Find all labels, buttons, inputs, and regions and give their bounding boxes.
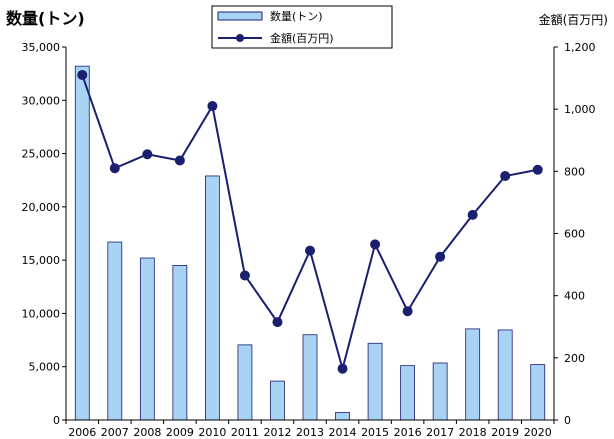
bar-2006 (74, 65, 90, 421)
y-left-tick-label: 35,000 (22, 41, 61, 54)
legend-marker-swatch (236, 34, 244, 42)
amount-point-2020 (532, 164, 543, 175)
y-left-tick-label: 10,000 (22, 307, 61, 320)
bar-2017 (432, 362, 448, 421)
legend-label-quantity: 数量(トン) (270, 10, 323, 23)
amount-point-2017 (435, 251, 446, 262)
amount-point-2016 (402, 306, 413, 317)
y-right-axis-title: 金額(百万円) (539, 12, 608, 27)
bar-2019 (497, 329, 513, 421)
x-tick-label: 2006 (68, 426, 96, 439)
amount-point-2009 (174, 155, 185, 166)
x-tick-label: 2010 (198, 426, 226, 439)
x-tick-label: 2009 (166, 426, 194, 439)
y-right-tick-label: 600 (564, 228, 585, 241)
amount-point-2013 (305, 245, 315, 256)
x-tick-label: 2007 (101, 426, 129, 439)
y-right-tick-label: 400 (564, 290, 585, 303)
bar-series (74, 65, 546, 421)
bar-2020 (530, 364, 546, 421)
legend: 数量(トン) 金額(百万円) (211, 5, 393, 49)
y-right-tick-label: 800 (564, 165, 585, 178)
bar-2010 (205, 175, 220, 421)
amount-point-2007 (109, 163, 120, 174)
axes: 0 5,000 10,000 15,000 20,000 25,000 30,000 35,0… (22, 41, 596, 439)
y-right-tick-label: 0 (564, 414, 571, 427)
bar-2014 (335, 412, 350, 421)
bar-2012 (270, 380, 285, 421)
y-left-tick-label: 30,000 (22, 94, 61, 107)
y-left-tick-label: 20,000 (22, 201, 61, 214)
y-right-tick-label: 200 (564, 352, 585, 365)
y-left-axis-title: 数量(トン) (6, 9, 85, 28)
bar-2018 (465, 328, 481, 421)
amount-point-2012 (272, 317, 283, 328)
bar-2008 (139, 257, 155, 421)
bar-2009 (172, 265, 188, 421)
x-tick-label: 2013 (296, 426, 324, 439)
y-right-tick-label: 1,200 (564, 41, 596, 54)
bar-2016 (400, 365, 415, 421)
amount-point-2011 (239, 270, 250, 281)
x-tick-label: 2018 (459, 426, 487, 439)
bar-2015 (367, 342, 383, 421)
bar-2007 (107, 241, 123, 421)
amount-point-2018 (467, 209, 478, 220)
x-tick-label: 2015 (361, 426, 389, 439)
amount-point-2008 (142, 149, 153, 160)
bar-2011 (237, 344, 253, 421)
amount-point-2019 (500, 171, 511, 181)
x-tick-label: 2020 (524, 426, 552, 439)
amount-point-2014 (337, 363, 348, 374)
x-tick-label: 2014 (329, 426, 357, 439)
amount-point-2006 (77, 69, 88, 80)
x-tick-label: 2008 (133, 426, 161, 439)
y-left-tick-label: 0 (53, 414, 60, 427)
y-right-tick-label: 1,000 (564, 103, 596, 116)
line-series (77, 69, 543, 374)
x-tick-label: 2019 (491, 426, 519, 439)
x-tick-label: 2016 (394, 426, 422, 439)
x-tick-label: 2017 (426, 426, 454, 439)
bar-2013 (302, 334, 318, 421)
y-left-tick-label: 15,000 (22, 254, 61, 267)
legend-bar-swatch (217, 11, 263, 21)
x-tick-label: 2012 (263, 426, 291, 439)
x-tick-label: 2011 (231, 426, 259, 439)
amount-point-2015 (370, 239, 381, 250)
amount-point-2010 (207, 101, 218, 112)
legend-label-amount: 金額(百万円) (270, 31, 334, 45)
y-left-tick-label: 5,000 (29, 361, 61, 374)
y-left-tick-label: 25,000 (22, 148, 61, 161)
